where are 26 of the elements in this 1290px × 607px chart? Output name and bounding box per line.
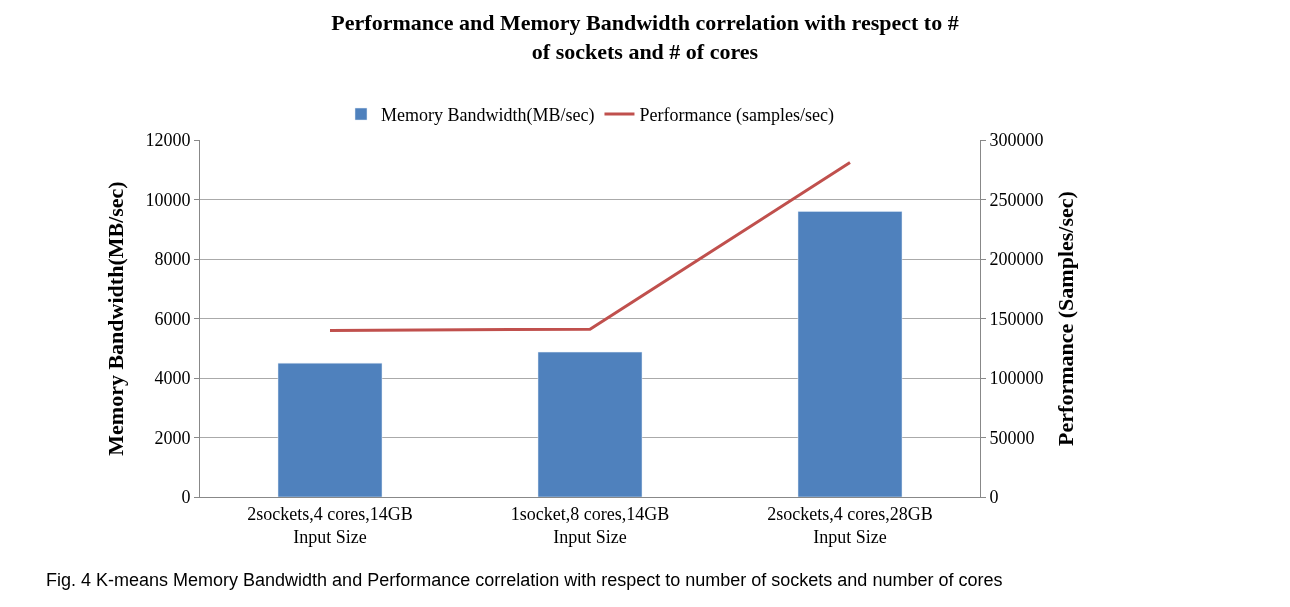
chart-title: Performance and Memory Bandwidth correlation with respect to # of sockets and # of cores xyxy=(331,10,959,64)
y2-tick-label: 50000 xyxy=(989,427,1035,448)
legend-label: Performance (samples/sec) xyxy=(639,105,834,127)
bar xyxy=(797,211,903,497)
x-tick-label: 2sockets,4 cores,14GB Input Size xyxy=(247,503,413,547)
y2-tick-label: 200000 xyxy=(989,249,1044,270)
y-tick-label: 4000 xyxy=(154,368,191,389)
y2-tick-label: 100000 xyxy=(989,368,1044,389)
y2-tick-label: 150000 xyxy=(989,308,1044,329)
legend-label: Memory Bandwidth(MB/sec) xyxy=(381,105,595,127)
y-tick-label: 8000 xyxy=(154,249,191,270)
y-tick-label: 2000 xyxy=(154,427,191,448)
x-tick-label: 2sockets,4 cores,28GB Input Size xyxy=(767,503,933,547)
y-tick-label: 12000 xyxy=(145,130,191,151)
x-tick-label: 1socket,8 cores,14GB Input Size xyxy=(510,503,670,547)
y-axis-title: Memory Bandwidth(MB/sec) xyxy=(103,181,129,456)
y2-axis-title: Performance (Samples/sec) xyxy=(1053,191,1079,446)
y2-tick-label: 300000 xyxy=(989,130,1044,151)
caption: Fig. 4 K-means Memory Bandwidth and Performance correlation with respect to number of sockets and number of cores xyxy=(46,570,1003,590)
y2-tick-label: 250000 xyxy=(989,189,1044,210)
y-tick-label: 10000 xyxy=(145,189,191,210)
bar xyxy=(277,362,383,497)
y2-tick-label: 0 xyxy=(989,487,999,508)
y-tick-label: 0 xyxy=(181,487,191,508)
y-tick-label: 6000 xyxy=(154,308,191,329)
bar xyxy=(537,351,643,497)
